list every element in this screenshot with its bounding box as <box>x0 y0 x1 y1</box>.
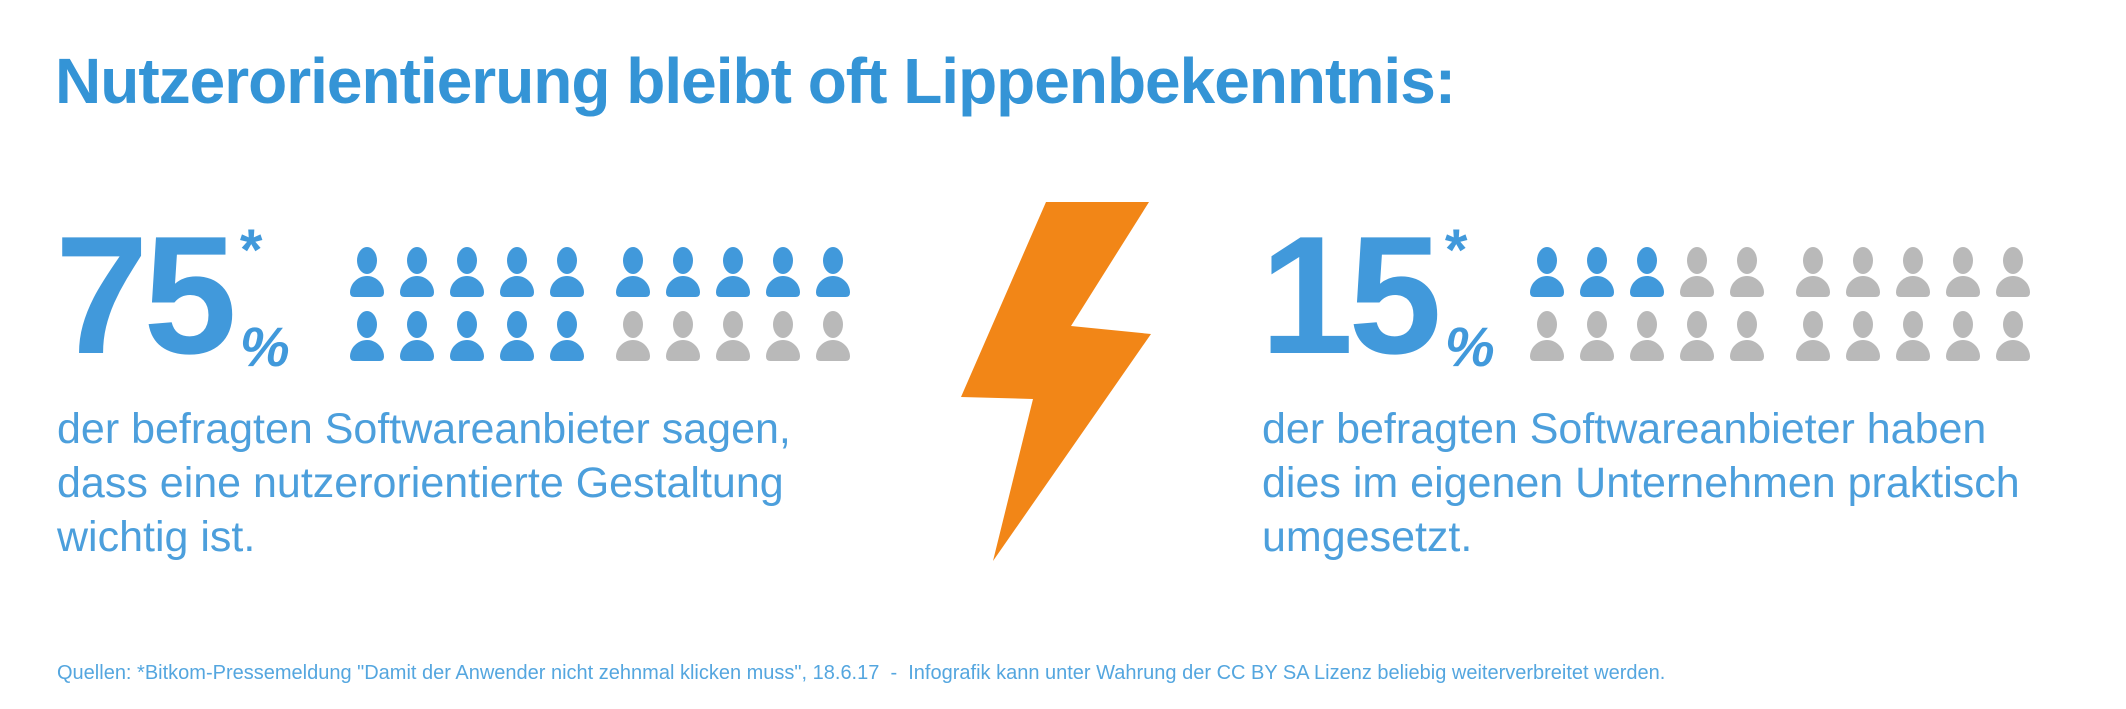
lightning-bolt-icon <box>961 202 1151 561</box>
person-icon-empty <box>1943 247 1983 297</box>
person-icon-filled <box>813 247 853 297</box>
person-icon-empty <box>1843 311 1883 361</box>
person-icon-filled <box>497 311 537 361</box>
person-icon-filled <box>347 247 387 297</box>
source-footer: Quellen: *Bitkom-Pressemeldung "Damit de… <box>57 662 1666 684</box>
person-icon-filled <box>447 311 487 361</box>
asterisk-footnote-marker: * <box>1444 218 1468 283</box>
description-line: umgesetzt. <box>1262 513 1473 561</box>
person-icon-empty <box>663 311 703 361</box>
person-icon-empty <box>1677 247 1717 297</box>
lightning-bolt-shape <box>961 202 1151 561</box>
person-icon-filled <box>763 247 803 297</box>
person-icon-filled <box>497 247 537 297</box>
left-stat-description: der befragten Softwareanbieter sagen, da… <box>57 402 791 564</box>
description-line: dass eine nutzerorientierte Gestaltung <box>57 459 784 507</box>
person-icon-filled <box>447 247 487 297</box>
right-stat-value: 15 <box>1260 201 1442 389</box>
description-line: dies im eigenen Unternehmen praktisch <box>1262 459 2020 507</box>
right-person-icon-grid <box>1527 247 2033 361</box>
right-stat-marks: * % <box>1437 211 1495 379</box>
person-icon-empty <box>1793 311 1833 361</box>
description-line: der befragten Softwareanbieter haben <box>1262 405 1987 453</box>
person-icon-filled <box>713 247 753 297</box>
left-stat-value: 75 <box>55 201 237 389</box>
asterisk-footnote-marker: * <box>239 218 263 283</box>
person-icon-empty <box>1993 247 2033 297</box>
person-icon-empty <box>813 311 853 361</box>
description-line: wichtig ist. <box>57 513 256 561</box>
person-icon-filled <box>1627 247 1667 297</box>
person-icon-filled <box>1577 247 1617 297</box>
right-stat-description: der befragten Softwareanbieter haben die… <box>1262 402 2020 564</box>
person-icon-empty <box>613 311 653 361</box>
person-icon-filled <box>663 247 703 297</box>
person-icon-filled <box>547 247 587 297</box>
person-icon-empty <box>763 311 803 361</box>
person-icon-row <box>347 311 853 361</box>
person-icon-empty <box>1843 247 1883 297</box>
person-icon-filled <box>397 311 437 361</box>
left-stat-value-group: 75 * % <box>55 211 290 379</box>
person-icon-filled <box>397 247 437 297</box>
infographic-title: Nutzerorientierung bleibt oft Lippenbeke… <box>55 45 1456 117</box>
person-icon-empty <box>1677 311 1717 361</box>
person-icon-empty <box>713 311 753 361</box>
person-icon-row <box>347 247 853 297</box>
person-icon-filled <box>547 311 587 361</box>
person-icon-empty <box>1627 311 1667 361</box>
person-icon-empty <box>1527 311 1567 361</box>
percent-sign: % <box>239 315 290 379</box>
person-icon-empty <box>1943 311 1983 361</box>
person-icon-row <box>1527 311 2033 361</box>
person-icon-empty <box>1893 247 1933 297</box>
right-stat-value-group: 15 * % <box>1260 211 1495 379</box>
person-icon-empty <box>1577 311 1617 361</box>
person-icon-empty <box>1727 247 1767 297</box>
left-stat-marks: * % <box>232 211 290 379</box>
person-icon-empty <box>1727 311 1767 361</box>
person-icon-empty <box>1793 247 1833 297</box>
person-icon-filled <box>347 311 387 361</box>
person-icon-empty <box>1893 311 1933 361</box>
person-icon-filled <box>613 247 653 297</box>
person-icon-empty <box>1993 311 2033 361</box>
description-line: der befragten Softwareanbieter sagen, <box>57 405 791 453</box>
person-icon-row <box>1527 247 2033 297</box>
percent-sign: % <box>1444 315 1495 379</box>
person-icon-filled <box>1527 247 1567 297</box>
left-person-icon-grid <box>347 247 853 361</box>
